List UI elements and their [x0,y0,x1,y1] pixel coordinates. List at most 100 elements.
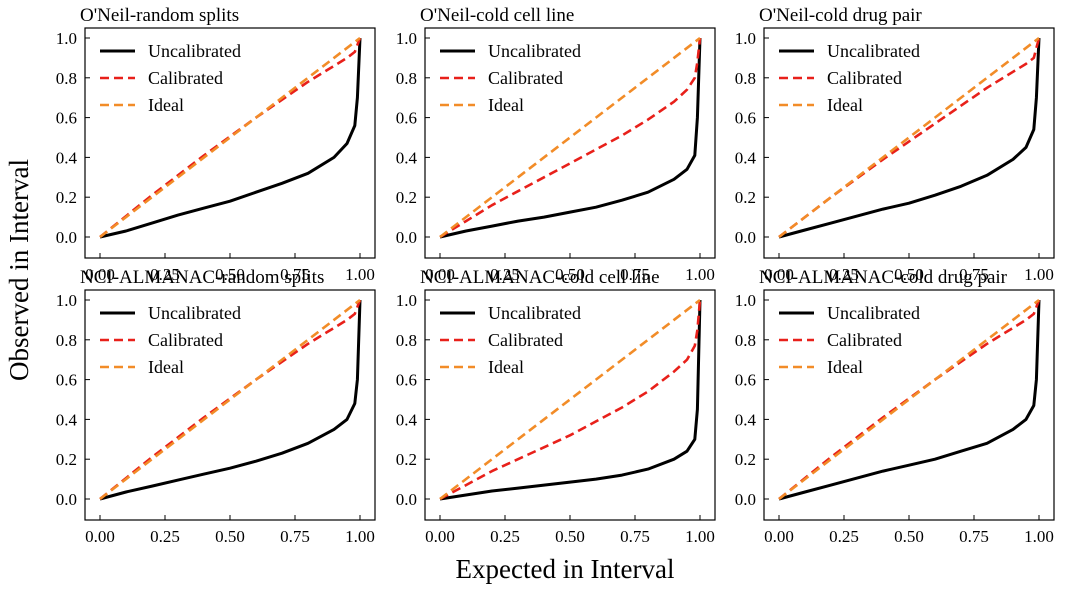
legend-label-uncalibrated: Uncalibrated [827,41,920,61]
series-line-ideal [439,36,701,239]
x-tick-label: 1.00 [1024,265,1054,284]
y-tick-label: 0.8 [735,69,756,88]
legend-label-ideal: Ideal [827,357,863,377]
chart-panel: NCI-ALMANAC-cold drug pair 0.0 0.2 0.4 0.6 0.… [735,267,1055,546]
y-tick-label: 0.2 [735,188,756,207]
y-tick-label: 0.0 [396,228,417,247]
legend-label-ideal: Ideal [148,357,184,377]
legend-label-calibrated: Calibrated [148,68,223,88]
x-tick-label: 0.25 [150,265,180,284]
x-tick-label: 0.25 [829,265,859,284]
series-line-calibrated [99,299,362,501]
panel-title: O'Neil-random splits [80,5,239,26]
series-line-uncalibrated [439,299,702,501]
y-tick-label: 0.0 [56,490,77,509]
axes-frame [424,289,716,521]
y-tick-label: 0.2 [56,188,77,207]
y-tick-label: 0.0 [735,490,756,509]
chart-panel: O'Neil-cold cell line0.00.20.40.60.81.00… [396,5,716,284]
axes-frame [424,27,716,259]
panel-title: NCI-ALMANAC-cold drug pair [759,267,1008,288]
chart-panel: NCI-ALMANAC-random splits 0.0 0.2 0.4 0.6 0.8… [56,267,376,546]
legend-label-ideal: Ideal [488,95,524,115]
y-tick-label: 0.4 [735,148,757,167]
x-tick-label: 0.00 [85,527,115,546]
legend-label-uncalibrated: Uncalibrated [148,303,241,323]
figure-xlabel: Expected in Interval [456,554,675,584]
x-tick-label: 0.00 [764,265,794,284]
panel-title: NCI-ALMANAC-random splits [80,267,324,288]
y-tick-label: 0.8 [396,331,417,350]
legend-label-ideal: Ideal [488,357,524,377]
legend-label-uncalibrated: Uncalibrated [488,41,581,61]
y-tick-label: 0.8 [396,69,417,88]
series-line-ideal [99,298,361,501]
x-tick-label: 0.50 [555,265,585,284]
y-tick-label: 0.6 [735,371,756,390]
axes-frame [763,289,1055,521]
y-tick-label: 0.2 [396,450,417,469]
panels: O'Neil-random splits 0.0 0.2 0.4 0.6 0.8 1.0 0.… [56,5,1055,546]
legend-label-uncalibrated: Uncalibrated [488,303,581,323]
legend: Uncalibrated Calibrated Ideal [440,41,581,115]
legend: Uncalibrated Calibrated Ideal [779,303,920,377]
x-tick-label: 1.00 [345,265,375,284]
axes-frame [763,27,1055,259]
y-tick-label: 0.4 [396,410,418,429]
panel-title: NCI-ALMANAC-cold cell line [420,267,660,288]
y-tick-label: 0.6 [396,371,417,390]
x-tick-label: 1.00 [685,265,715,284]
y-tick-label: 0.2 [735,450,756,469]
y-tick-label: 0.8 [735,331,756,350]
x-tick-label: 0.75 [280,527,310,546]
y-tick-label: 1.0 [735,291,756,310]
x-tick-label: 0.00 [425,265,455,284]
x-tick-label: 0.50 [894,265,924,284]
legend-label-calibrated: Calibrated [488,68,563,88]
y-tick-label: 0.4 [735,410,757,429]
series-line-ideal [99,36,361,239]
axes-frame [84,289,376,521]
chart-panel: NCI-ALMANAC-cold cell line 0.0 0.2 0.4 0.6 0.… [396,267,716,546]
panel-title: O'Neil-cold drug pair [759,5,922,26]
series-line-uncalibrated [99,37,362,239]
legend: Uncalibrated Calibrated Ideal [100,303,241,377]
series-line-calibrated [439,299,702,501]
x-tick-label: 0.50 [555,527,585,546]
x-tick-label: 0.25 [829,527,859,546]
x-tick-label: 0.50 [215,527,245,546]
y-tick-label: 0.4 [56,410,78,429]
x-tick-label: 1.00 [1024,527,1054,546]
series-line-uncalibrated [778,299,1041,501]
x-tick-label: 0.00 [85,265,115,284]
y-tick-label: 0.6 [56,371,77,390]
legend: Uncalibrated Calibrated Ideal [779,41,920,115]
y-tick-label: 0.0 [396,490,417,509]
x-tick-label: 0.25 [150,527,180,546]
legend-label-ideal: Ideal [148,95,184,115]
series-line-uncalibrated [99,299,362,501]
y-tick-label: 0.8 [56,69,77,88]
x-tick-label: 1.00 [685,527,715,546]
legend-label-ideal: Ideal [827,95,863,115]
series-line-uncalibrated [778,37,1041,239]
x-tick-label: 0.00 [425,527,455,546]
y-tick-label: 1.0 [56,291,77,310]
legend-label-uncalibrated: Uncalibrated [148,41,241,61]
series-line-ideal [439,298,701,501]
legend-label-calibrated: Calibrated [827,330,902,350]
series-line-calibrated [99,37,362,239]
x-tick-label: 0.75 [959,527,989,546]
panel-title: O'Neil-cold cell line [420,5,574,26]
x-tick-label: 1.00 [345,527,375,546]
legend-label-calibrated: Calibrated [827,68,902,88]
x-tick-label: 0.75 [620,527,650,546]
series-line-ideal [778,36,1040,239]
legend-label-calibrated: Calibrated [488,330,563,350]
chart-panel: O'Neil-cold drug pair0.00.20.40.60.81.00… [735,5,1055,284]
axes-frame [84,27,376,259]
y-tick-label: 0.2 [56,450,77,469]
x-tick-label: 0.25 [490,527,520,546]
y-tick-label: 0.6 [396,109,417,128]
